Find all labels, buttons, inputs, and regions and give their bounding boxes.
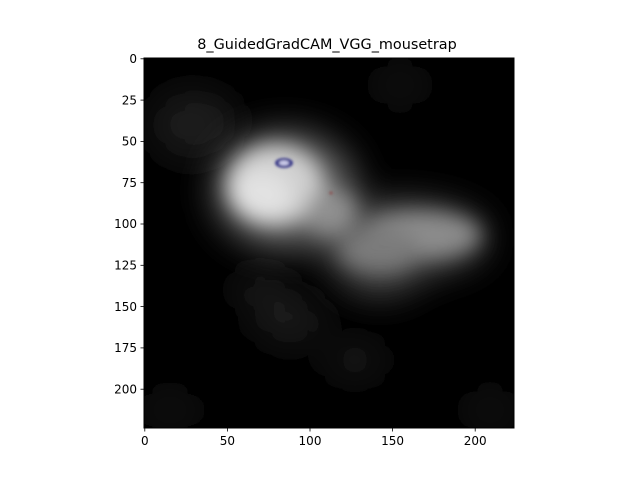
x-tick-label: 50 bbox=[220, 434, 235, 448]
y-tick-label: 175 bbox=[114, 341, 137, 355]
x-tick-label: 100 bbox=[299, 434, 322, 448]
x-axis: 0 50 100 150 200 bbox=[141, 428, 487, 448]
heatmap-image bbox=[144, 58, 514, 428]
x-tick-label: 0 bbox=[141, 434, 149, 448]
highlight-feature bbox=[275, 158, 333, 195]
y-tick-label: 25 bbox=[122, 93, 137, 107]
y-axis: 0 25 50 75 100 125 150 175 200 bbox=[114, 52, 144, 396]
y-tick-label: 0 bbox=[129, 52, 137, 66]
x-tick-label: 200 bbox=[464, 434, 487, 448]
y-tick-label: 75 bbox=[122, 176, 137, 190]
plot-frame bbox=[143, 57, 515, 429]
y-tick-label: 100 bbox=[114, 217, 137, 231]
y-tick-label: 125 bbox=[114, 259, 137, 273]
figure-title: 8_GuidedGradCAM_VGG_mousetrap bbox=[197, 37, 456, 53]
y-tick-label: 150 bbox=[114, 300, 137, 314]
x-tick-label: 150 bbox=[381, 434, 404, 448]
y-tick-label: 50 bbox=[122, 135, 137, 149]
heatmap-dim-regions bbox=[144, 65, 514, 428]
heatmap-glow-bright bbox=[227, 145, 480, 272]
y-tick-label: 200 bbox=[114, 382, 137, 396]
